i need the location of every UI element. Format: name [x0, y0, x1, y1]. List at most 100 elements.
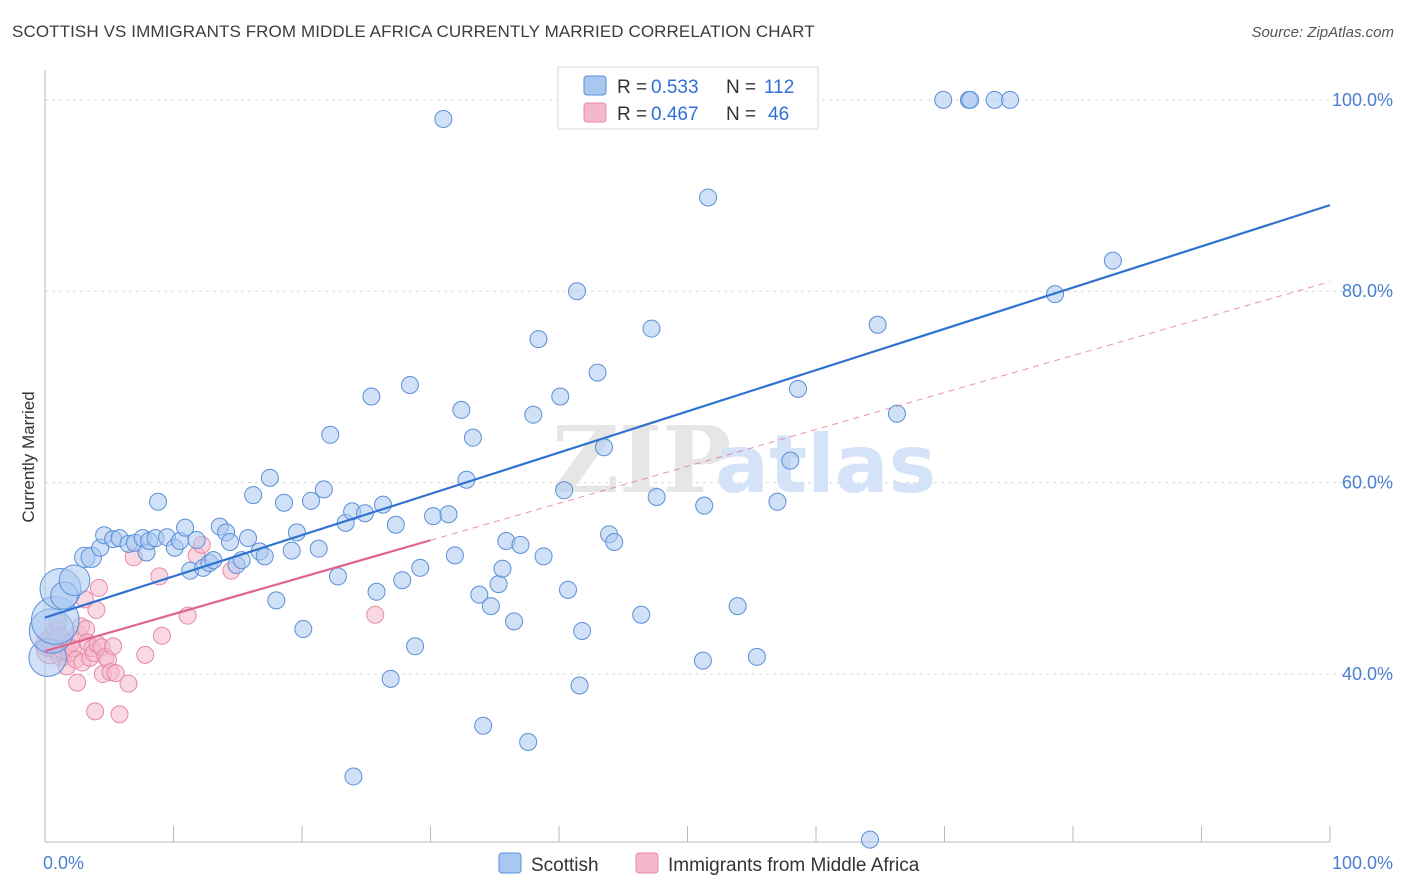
scottish-point — [239, 529, 258, 548]
scottish-point — [728, 597, 747, 616]
watermark-zip: ZIP — [552, 406, 731, 514]
middle-africa-point — [136, 645, 155, 664]
legend-r-value-middle-africa: 0.467 — [651, 104, 699, 125]
scottish-point — [328, 567, 347, 586]
bottom-legend-swatch-middle-africa — [635, 852, 659, 874]
scottish-point — [411, 558, 430, 577]
scottish-point — [282, 541, 301, 560]
scottish-point — [529, 330, 548, 349]
scottish-point — [594, 438, 613, 457]
scottish-point — [632, 605, 651, 624]
scottish-point — [505, 612, 524, 631]
scottish-point — [301, 491, 320, 510]
scottish-point — [511, 535, 530, 554]
y-axis-title: Currently Married — [19, 391, 38, 522]
scottish-point — [567, 282, 586, 301]
scottish-point — [534, 547, 553, 566]
scottish-point — [187, 531, 206, 550]
legend-swatch-middle-africa — [583, 102, 607, 123]
scottish-point — [445, 546, 464, 565]
chart-title: SCOTTISH VS IMMIGRANTS FROM MIDDLE AFRIC… — [12, 22, 815, 41]
scottish-point — [434, 109, 453, 128]
axes — [44, 70, 1331, 843]
y-tick-labels: 40.0% 60.0% 80.0% 100.0% — [1332, 90, 1393, 684]
y-tick-label-2: 80.0% — [1342, 281, 1393, 301]
scottish-point — [558, 580, 577, 599]
middle-africa-point — [152, 626, 171, 645]
legend: R = 0.533 N = 112 R = 0.467 N = 46 — [557, 66, 819, 130]
scottish-point — [314, 480, 333, 499]
legend-r-label-scottish: R = — [617, 77, 647, 98]
scottish-point — [244, 486, 263, 505]
middle-africa-point — [86, 702, 105, 721]
scottish-point — [287, 523, 306, 542]
legend-n-label-middle-africa: N = — [726, 104, 756, 125]
scottish-point — [647, 487, 666, 506]
scottish-point — [934, 90, 953, 109]
middle-africa-point — [366, 605, 385, 624]
scottish-point — [400, 376, 419, 395]
scottish-point — [309, 539, 328, 558]
middle-africa-point — [110, 705, 129, 724]
scottish-point — [221, 532, 240, 551]
scottish-point — [524, 405, 543, 424]
legend-n-value-middle-africa: 46 — [768, 104, 789, 125]
middle-africa-point — [119, 674, 138, 693]
scottish-point — [573, 621, 592, 640]
x-tick-labels: 0.0% 100.0% — [43, 853, 1393, 873]
bottom-legend-label-middle-africa: Immigrants from Middle Africa — [668, 855, 920, 876]
scottish-point — [693, 651, 712, 670]
scottish-point — [1103, 251, 1122, 270]
legend-swatch-scottish — [583, 75, 607, 96]
scottish-point — [260, 468, 279, 487]
scottish-point — [294, 620, 313, 639]
scottish-point — [321, 425, 340, 444]
scottish-point — [1001, 90, 1020, 109]
legend-n-value-scottish: 112 — [764, 77, 794, 98]
scottish-point — [344, 767, 363, 786]
legend-r-label-middle-africa: R = — [617, 104, 647, 125]
legend-n-label-scottish: N = — [726, 77, 756, 98]
scottish-point — [768, 492, 787, 511]
scottish-point — [474, 716, 493, 735]
scottish-point — [406, 637, 425, 656]
middle-africa-point — [104, 637, 123, 656]
scottish-point — [860, 830, 879, 849]
x-tick-label-1: 100.0% — [1332, 853, 1393, 873]
bottom-legend-label-scottish: Scottish — [531, 855, 599, 876]
scottish-point — [642, 319, 661, 338]
bottom-legend: Scottish Immigrants from Middle Africa — [498, 852, 920, 876]
scottish-point — [781, 451, 800, 470]
trendline-middle-africa-solid — [44, 539, 431, 653]
bottom-legend-swatch-scottish — [498, 852, 522, 874]
trendlines — [44, 204, 1331, 653]
scottish-point — [699, 188, 718, 207]
scottish-point — [868, 315, 887, 334]
scottish-point — [551, 387, 570, 406]
scottish-point — [489, 575, 508, 594]
source-label: Source: ZipAtlas.com — [1251, 24, 1394, 41]
scottish-point — [176, 518, 195, 537]
scottish-point — [452, 400, 471, 419]
middle-africa-point — [106, 664, 125, 683]
middle-africa-point — [89, 578, 108, 597]
scottish-point — [789, 379, 808, 398]
scottish-point — [58, 564, 91, 597]
scottish-point — [439, 505, 458, 524]
scottish-point — [493, 559, 512, 578]
scottish-point — [588, 363, 607, 382]
scottish-point — [605, 532, 624, 551]
trendline-scottish — [44, 204, 1331, 619]
scottish-point — [470, 585, 489, 604]
y-tick-label-0: 40.0% — [1342, 664, 1393, 684]
y-tick-label-3: 100.0% — [1332, 90, 1393, 110]
scottish-point — [393, 571, 412, 590]
series-scottish-points — [28, 90, 1122, 849]
scottish-point — [481, 597, 500, 616]
scottish-point — [267, 591, 286, 610]
grid-lines — [45, 99, 1394, 675]
scottish-point — [362, 387, 381, 406]
scottish-point — [381, 669, 400, 688]
scottish-point — [985, 90, 1004, 109]
